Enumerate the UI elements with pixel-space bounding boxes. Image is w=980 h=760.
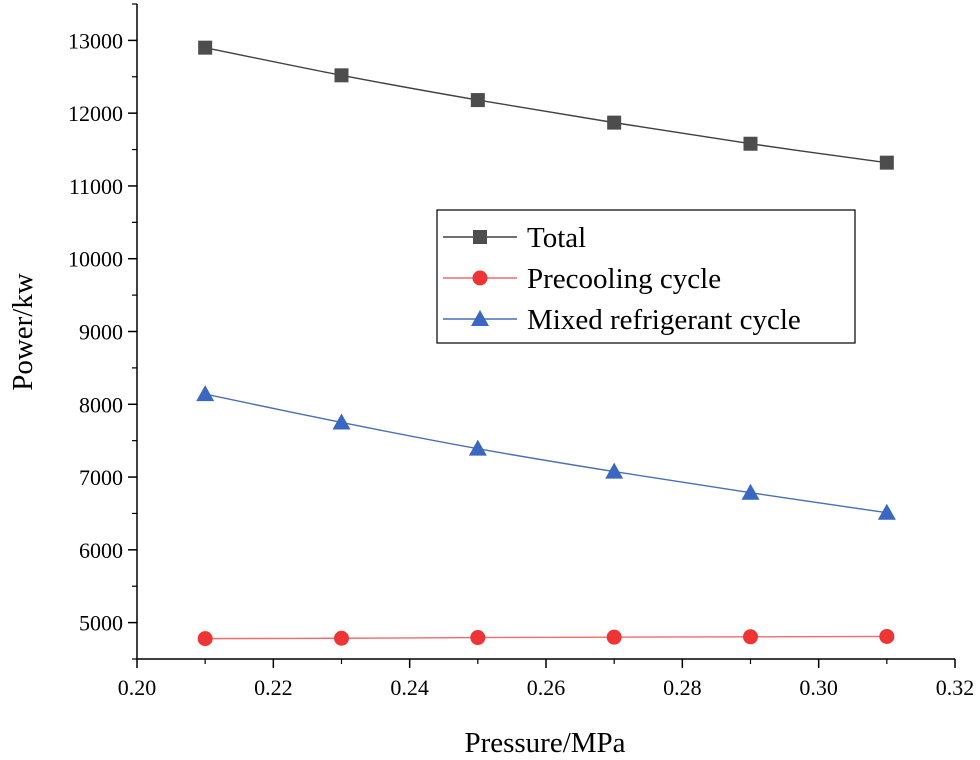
ticks: 0.20 0.22 0.24 0.26 0.28 0.30 0.32 5000 6000 7000… bbox=[68, 3, 975, 700]
data-point bbox=[879, 628, 895, 644]
x-tick-label: 0.28 bbox=[663, 675, 702, 700]
data-point bbox=[605, 462, 624, 479]
legend-item: Precooling cycle bbox=[443, 263, 721, 295]
data-point bbox=[470, 93, 485, 108]
legend-label: Total bbox=[527, 222, 586, 254]
legend-label: Mixed refrigerant cycle bbox=[527, 304, 801, 336]
series-layer bbox=[196, 40, 896, 647]
data-point bbox=[468, 439, 487, 456]
data-point bbox=[196, 385, 215, 402]
y-tick-label: 12000 bbox=[68, 101, 123, 126]
y-tick-label: 9000 bbox=[79, 320, 123, 345]
x-tick-label: 0.32 bbox=[936, 675, 975, 700]
data-point bbox=[879, 155, 894, 170]
data-point bbox=[743, 136, 758, 151]
data-point bbox=[334, 68, 349, 83]
legend-box bbox=[436, 209, 856, 344]
data-point bbox=[606, 629, 622, 645]
legend: Total Precooling cycle Mixed refrigerant c… bbox=[436, 209, 856, 344]
series-line bbox=[205, 46, 887, 164]
series-total bbox=[198, 40, 894, 170]
data-point bbox=[607, 115, 622, 130]
series-mixed-refrigerant-cycle bbox=[196, 385, 896, 520]
x-tick-label: 0.30 bbox=[799, 675, 838, 700]
legend-marker bbox=[472, 270, 488, 286]
data-point bbox=[332, 413, 351, 430]
x-tick-label: 0.22 bbox=[254, 675, 293, 700]
data-point bbox=[743, 629, 758, 645]
data-point bbox=[334, 630, 349, 646]
y-tick-label: 11000 bbox=[69, 174, 123, 199]
series-precooling-cycle bbox=[197, 628, 895, 647]
legend-marker bbox=[473, 230, 487, 244]
data-point bbox=[877, 503, 896, 520]
legend-label: Precooling cycle bbox=[527, 263, 721, 295]
data-point bbox=[470, 630, 486, 646]
data-point bbox=[198, 40, 213, 55]
series-line bbox=[205, 635, 887, 640]
series-line bbox=[205, 393, 887, 514]
data-point bbox=[197, 631, 213, 647]
x-tick-label: 0.26 bbox=[527, 675, 566, 700]
legend-item: Total bbox=[443, 222, 586, 254]
x-tick-label: 0.24 bbox=[390, 675, 429, 700]
y-tick-label: 10000 bbox=[68, 247, 123, 272]
y-tick-label: 13000 bbox=[68, 28, 123, 53]
legend-item: Mixed refrigerant cycle bbox=[443, 304, 801, 336]
legend-marker bbox=[471, 310, 489, 326]
y-tick-label: 5000 bbox=[79, 611, 123, 636]
y-tick-label: 6000 bbox=[79, 538, 123, 563]
y-tick-label: 8000 bbox=[79, 392, 123, 417]
y-axis-title: Power/kw bbox=[7, 273, 39, 391]
data-point bbox=[741, 483, 760, 500]
x-tick-label: 0.20 bbox=[118, 675, 157, 700]
x-axis-title: Pressure/MPa bbox=[464, 727, 625, 759]
y-tick-label: 7000 bbox=[79, 465, 123, 490]
